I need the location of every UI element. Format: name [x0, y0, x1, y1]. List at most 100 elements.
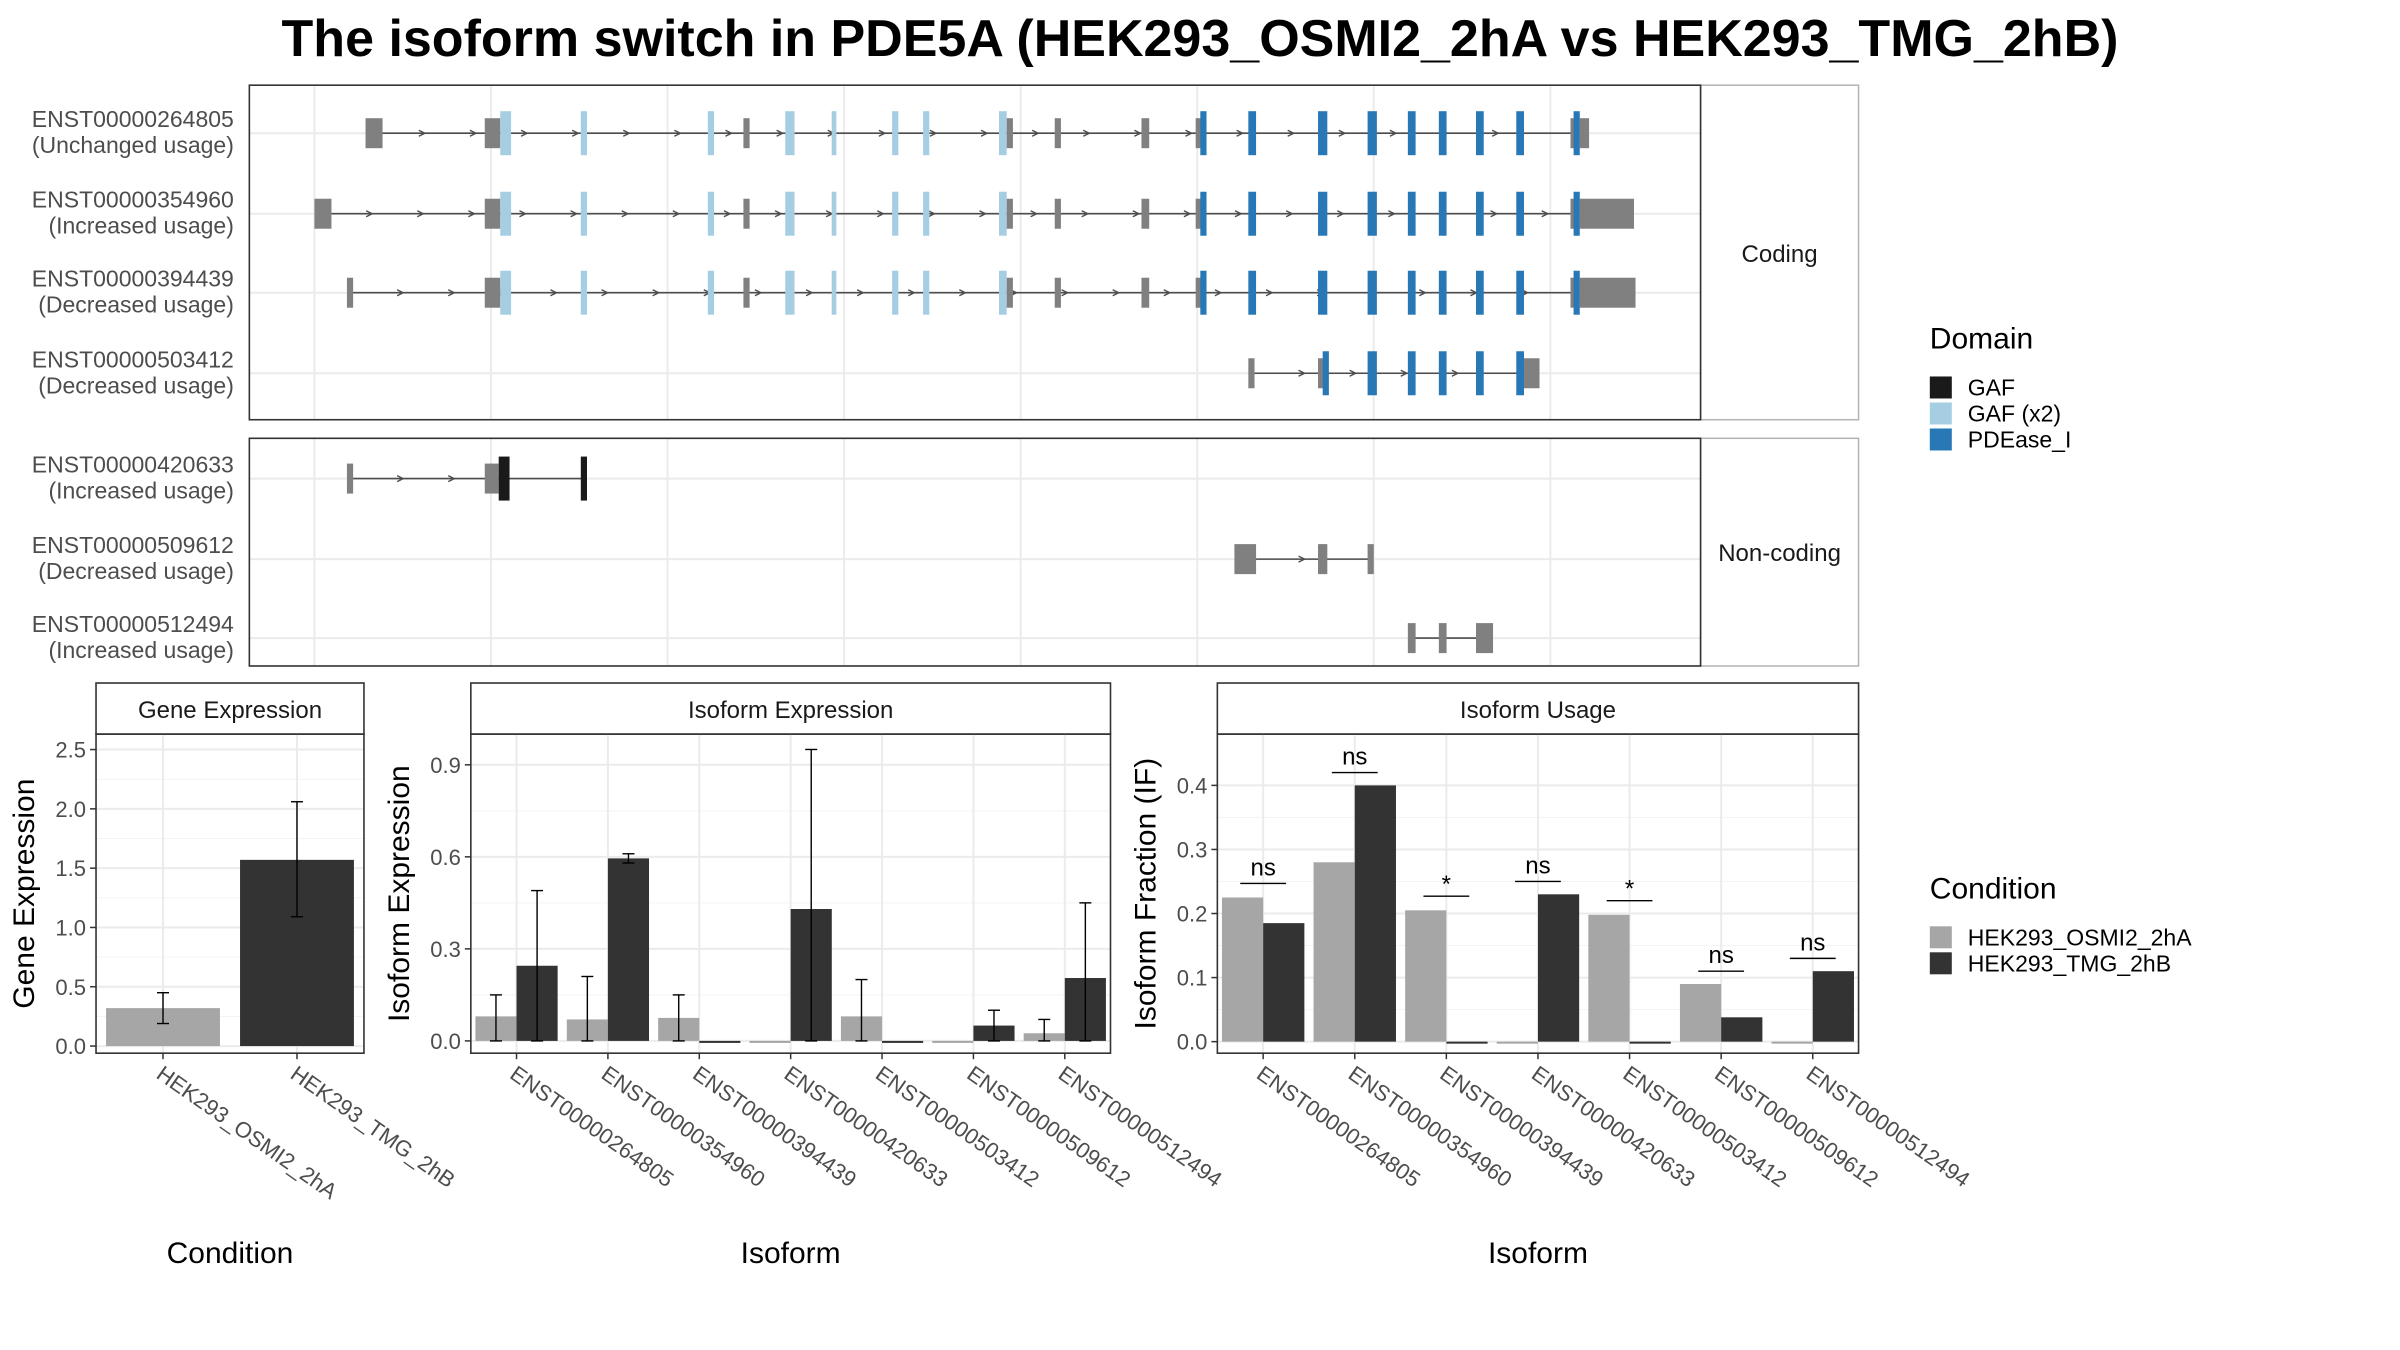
x-tick-label: ENST00000394439 [688, 1061, 861, 1192]
strand-arrow [907, 289, 916, 297]
isoform-usage-label: (Increased usage) [48, 637, 233, 663]
strand-arrow [365, 210, 374, 218]
strand-arrow [776, 129, 785, 137]
legend-swatch [1929, 402, 1952, 425]
utr-exon [743, 118, 750, 149]
bar [1771, 1041, 1813, 1044]
utr-exon [1318, 358, 1325, 389]
legend-label: HEK293_OSMI2_2hA [1968, 924, 2192, 950]
domain-exon [1438, 111, 1447, 156]
domain-exon [1573, 191, 1580, 236]
strand-arrow [416, 210, 425, 218]
y-tick-label: 0.9 [430, 753, 461, 778]
strand-arrow [1287, 129, 1296, 137]
isoform-usage-panel: Isoform Usage 0.0 0.1 0.2 0.3 0.4 ns ns * ns * ns ns… [1129, 682, 1975, 1270]
strand-arrow [979, 210, 988, 218]
panel-border [248, 84, 1702, 421]
bar [607, 858, 650, 1041]
isoform-row: ENST00000420633(Increased usage) [32, 452, 587, 504]
isoform-row: ENST00000509612(Decreased usage) [32, 532, 1374, 584]
strand-arrow [519, 210, 528, 218]
strand-arrow [1183, 210, 1192, 218]
domain-exon [1438, 351, 1447, 396]
domain-exon [1407, 111, 1416, 156]
utr-exon [484, 277, 501, 308]
domain-exon [1476, 111, 1484, 156]
strand-arrow [725, 129, 734, 137]
y-tick-label: 2.0 [55, 797, 86, 822]
strand-arrow [928, 210, 936, 218]
isoform-id-label: ENST00000509612 [32, 532, 234, 558]
domain-exon [1248, 111, 1257, 156]
legend-label: PDEase_I [1968, 426, 2072, 452]
domain-exon [831, 191, 837, 236]
domain-exon [498, 456, 510, 501]
utr-exon [484, 198, 501, 229]
strand-arrow [1082, 129, 1091, 137]
strand-arrow [1214, 289, 1223, 297]
x-axis-title: Condition [167, 1237, 294, 1270]
strand-arrow [570, 210, 579, 218]
domain-exon [707, 270, 714, 315]
domain-exon [785, 270, 795, 315]
strand-arrow [1338, 129, 1347, 137]
bar [1812, 971, 1854, 1042]
isoform-usage-label: (Increased usage) [48, 213, 233, 239]
utr-exon [1234, 544, 1257, 575]
domain-exon [500, 191, 512, 236]
facet-strip [1699, 84, 1860, 421]
strand-arrow [1298, 369, 1307, 377]
isoform-id-label: ENST00000420633 [32, 452, 234, 478]
x-tick-label: ENST00000264805 [1252, 1061, 1425, 1192]
utr-exon [1054, 277, 1061, 308]
domain-exon [1516, 270, 1525, 315]
utr-exon [1141, 118, 1150, 149]
strand-arrow [674, 129, 682, 137]
panel-border [95, 733, 365, 1054]
domain-exon [998, 270, 1007, 315]
domain-exon [1248, 191, 1257, 236]
bar [1354, 785, 1396, 1042]
utr-exon [1476, 623, 1494, 654]
domain-exon [1318, 111, 1328, 156]
utr-exon [314, 198, 332, 229]
strand-arrow [1491, 129, 1500, 137]
y-tick-label: 1.5 [55, 856, 86, 881]
legend-swatch [1929, 428, 1952, 451]
strand-arrow [929, 129, 938, 137]
utr-exon [1524, 358, 1540, 389]
isoform-row: ENST00000503412(Decreased usage) [32, 346, 1540, 398]
bar [1221, 897, 1264, 1042]
bar [699, 1040, 741, 1043]
utr-exon [484, 118, 501, 149]
domain-exon [998, 191, 1007, 236]
utr-exon [1006, 118, 1013, 149]
y-tick-label: 2.5 [55, 738, 86, 763]
domain-exon [580, 270, 587, 315]
strand-arrow [550, 289, 559, 297]
y-axis-title: Gene Expression [8, 779, 41, 1009]
panel-strip [95, 682, 365, 735]
utr-exon [1006, 277, 1013, 308]
isoform-id-label: ENST00000264805 [32, 106, 234, 132]
domain-exon [1438, 270, 1447, 315]
domain-exon [580, 191, 587, 236]
isoform-usage-label: (Increased usage) [48, 478, 233, 504]
y-tick-label: 0.0 [430, 1029, 461, 1054]
strand-arrow [1265, 289, 1274, 297]
domain-exon [1516, 351, 1525, 396]
strand-arrow [447, 289, 456, 297]
strand-arrow [878, 129, 887, 137]
strand-arrow [1132, 210, 1141, 218]
y-axis-title: Isoform Fraction (IF) [1129, 758, 1162, 1030]
strand-arrow [447, 474, 456, 483]
strand-arrow [1349, 369, 1358, 377]
x-tick-label: ENST00000512494 [1054, 1061, 1227, 1192]
strand-arrow [1389, 129, 1398, 137]
strand-arrow [672, 210, 681, 218]
isoform-id-label: ENST00000394439 [32, 266, 234, 292]
strand-arrow [959, 289, 967, 297]
